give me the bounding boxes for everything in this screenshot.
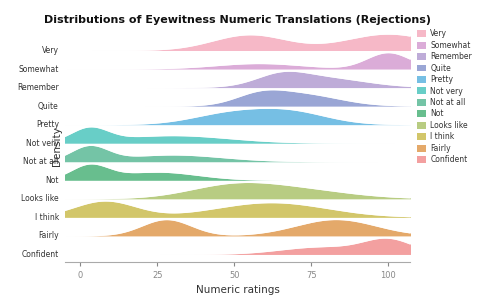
Text: Looks like: Looks like (21, 194, 59, 203)
Text: Not very: Not very (26, 139, 59, 148)
Text: Remember: Remember (17, 83, 59, 92)
Text: Somewhat: Somewhat (18, 64, 59, 73)
Text: Not: Not (46, 176, 59, 185)
Text: Confident: Confident (22, 250, 59, 259)
Legend: Very, Somewhat, Remember, Quite, Pretty, Not very, Not at all, Not, Looks like, : Very, Somewhat, Remember, Quite, Pretty,… (418, 29, 472, 164)
X-axis label: Numeric ratings: Numeric ratings (196, 285, 280, 296)
Text: Very: Very (42, 46, 59, 55)
Title: Distributions of Eyewitness Numeric Translations (Rejections): Distributions of Eyewitness Numeric Tran… (44, 15, 431, 25)
Text: Fairly: Fairly (38, 231, 59, 240)
Text: Not at all: Not at all (24, 157, 59, 166)
Text: I think: I think (34, 213, 59, 222)
Y-axis label: Density: Density (52, 126, 62, 166)
Text: Pretty: Pretty (36, 120, 59, 129)
Text: Quite: Quite (38, 102, 59, 111)
